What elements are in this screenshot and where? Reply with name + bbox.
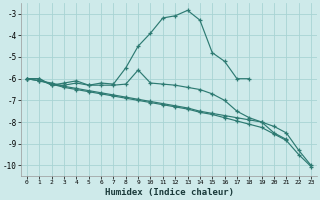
- X-axis label: Humidex (Indice chaleur): Humidex (Indice chaleur): [105, 188, 234, 197]
